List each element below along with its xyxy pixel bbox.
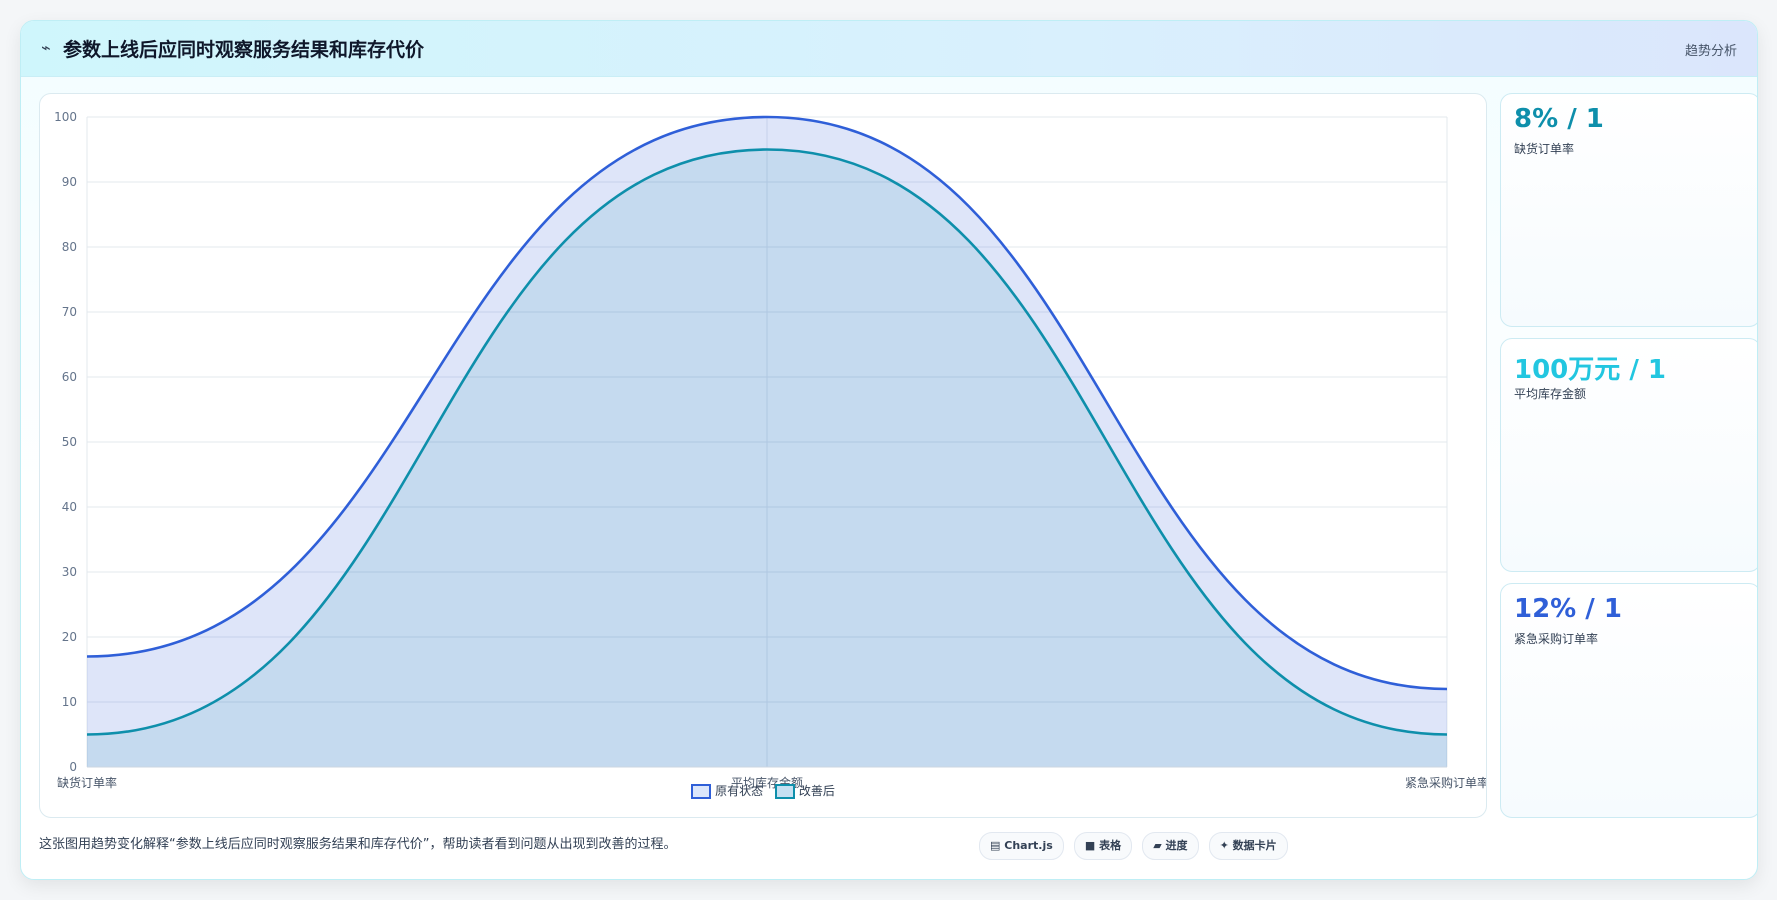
stat-value-stockout: 8% / 1 xyxy=(1514,104,1604,134)
legend-swatch-improved xyxy=(774,784,795,799)
stat-label-urgent: 紧急采购订单率 xyxy=(1514,632,1599,646)
x-tick-label: 缺货订单率 xyxy=(57,775,117,790)
chip-data-cards[interactable]: ✦ 数据卡片 xyxy=(1208,832,1288,860)
stat-label-inventory: 平均库存金额 xyxy=(1514,387,1587,401)
stat-value-inventory: 100万元 / 1 xyxy=(1514,355,1666,385)
stat-value-urgent: 12% / 1 xyxy=(1514,594,1622,624)
chip-label-progress: 进度 xyxy=(1165,839,1188,852)
y-tick-label: 60 xyxy=(62,370,77,384)
stat-card-inventory: 100万元 / 1 平均库存金额 xyxy=(1500,338,1757,572)
y-tick-label: 30 xyxy=(62,565,77,579)
chip-label-table: 表格 xyxy=(1099,839,1122,852)
panel-header: ⌁ 参数上线后应同时观察服务结果和库存代价 趋势分析 xyxy=(21,21,1757,77)
legend-item-improved[interactable]: 改善后 xyxy=(774,782,835,799)
legend-item-original[interactable]: 原有状态 xyxy=(691,782,763,799)
chip-label-data-cards: 数据卡片 xyxy=(1232,839,1277,852)
legend-label-original: 原有状态 xyxy=(715,784,764,798)
y-tick-label: 40 xyxy=(62,500,77,514)
trend-icon: ⌁ xyxy=(41,38,51,57)
page-title: 参数上线后应同时观察服务结果和库存代价 xyxy=(63,39,425,61)
legend-label-improved: 改善后 xyxy=(798,784,835,798)
chip-table[interactable]: ■ 表格 xyxy=(1073,832,1133,860)
y-tick-label: 20 xyxy=(62,630,77,644)
stat-card-stockout: 8% / 1 缺货订单率 xyxy=(1500,93,1757,327)
chip-chartjs[interactable]: ▤ Chart.js xyxy=(979,832,1064,860)
chart-container: 0 10 20 30 40 50 60 70 80 90 100 缺货订单率 平均库存金额 紧急采购订单率… xyxy=(39,93,1487,818)
series-area-1 xyxy=(87,149,1447,767)
y-tick-label: 80 xyxy=(62,240,77,254)
header-tag: 趋势分析 xyxy=(1684,44,1737,59)
series-line-0[interactable] xyxy=(86,115,1448,691)
y-tick-label: 10 xyxy=(62,695,77,709)
series-area-0 xyxy=(87,117,1447,767)
x-tick-label: 紧急采购订单率 xyxy=(1405,775,1486,790)
chart-icon: ▤ xyxy=(990,839,1001,852)
y-tick-label: 70 xyxy=(62,305,77,319)
stat-label-stockout: 缺货订单率 xyxy=(1514,142,1575,156)
progress-icon: ▰ xyxy=(1153,839,1162,852)
dashboard-panel: ⌁ 参数上线后应同时观察服务结果和库存代价 趋势分析 0 10 20 30 40 50 60… xyxy=(20,20,1758,880)
table-icon: ■ xyxy=(1084,839,1096,852)
y-tick-label: 50 xyxy=(62,435,77,449)
sparkle-icon: ✦ xyxy=(1219,839,1229,852)
chip-label-chartjs: Chart.js xyxy=(1004,839,1053,852)
y-tick-label: 100 xyxy=(54,110,77,124)
chart-legend: 原有状态 改善后 xyxy=(40,782,1486,799)
y-tick-label: 0 xyxy=(69,760,77,774)
feature-chips: ▤ Chart.js ■ 表格 ▰ 进度 ✦ 数据卡片 xyxy=(979,832,1293,860)
legend-swatch-original xyxy=(691,784,712,799)
chart-caption: 这张图用趋势变化解释“参数上线后应同时观察服务结果和库存代价”，帮助读者看到问题… xyxy=(39,837,677,852)
chip-progress[interactable]: ▰ 进度 xyxy=(1142,832,1199,860)
series-line-1[interactable] xyxy=(86,148,1448,736)
stat-card-urgent: 12% / 1 紧急采购订单率 xyxy=(1500,583,1757,818)
y-tick-label: 90 xyxy=(62,175,77,189)
